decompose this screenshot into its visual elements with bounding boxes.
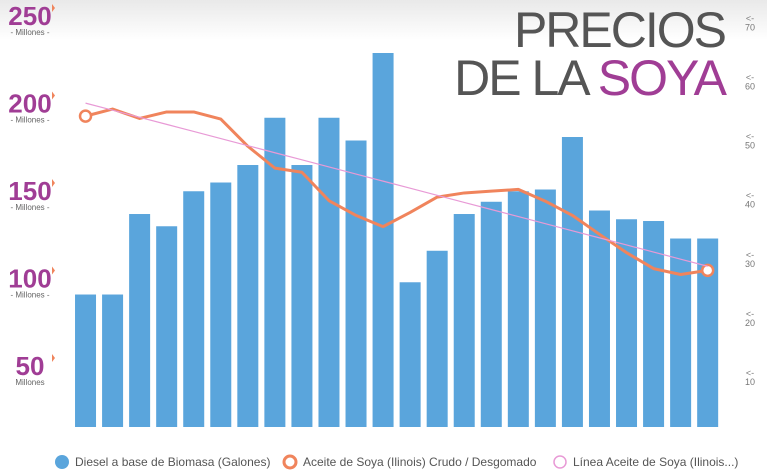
bar <box>291 165 313 428</box>
line-marker <box>78 109 93 123</box>
bar <box>102 294 124 427</box>
y2-tick-prefix: <- <box>746 368 754 378</box>
y2-tick-label: 40 <box>745 200 755 210</box>
y2-tick-prefix: <- <box>746 191 754 201</box>
tick-arrow <box>52 354 55 363</box>
tick-arrow <box>52 91 55 100</box>
bar <box>372 53 394 428</box>
bar <box>399 282 421 427</box>
legend-swatch <box>55 455 69 469</box>
y-tick-sublabel: - Millones - <box>10 291 49 300</box>
y2-tick-label: 50 <box>745 141 755 151</box>
y2-tick-label: 60 <box>745 82 755 92</box>
legend-label: Aceite de Soya (Ilinois) Crudo / Desgoma… <box>303 455 537 469</box>
tick-arrow <box>52 266 55 275</box>
y2-tick-prefix: <- <box>746 13 754 23</box>
y-tick-label: 50 <box>16 351 45 381</box>
y2-tick-prefix: <- <box>746 309 754 319</box>
y-tick-label: 100 <box>8 263 51 293</box>
chart-title: PRECIOS <box>514 2 726 58</box>
bar <box>210 182 232 427</box>
bar <box>75 294 97 427</box>
line-marker <box>700 263 715 278</box>
tick-arrow <box>52 4 55 12</box>
y2-tick-prefix: <- <box>746 73 754 83</box>
y-tick-label: 150 <box>8 176 51 206</box>
bar <box>156 226 178 427</box>
tick-arrow <box>52 179 55 188</box>
bar <box>318 117 340 427</box>
y2-tick-label: 20 <box>745 318 755 328</box>
chart-title-part: SOYA <box>598 50 728 106</box>
bar <box>264 117 286 427</box>
bar <box>670 238 692 427</box>
bar <box>480 201 502 427</box>
y2-tick-label: 30 <box>745 259 755 269</box>
bar <box>588 210 610 427</box>
line <box>85 102 708 267</box>
bar <box>183 191 205 427</box>
y-tick-label: 250 <box>8 1 51 31</box>
legend-swatch <box>553 455 567 469</box>
bar <box>129 214 151 427</box>
legend-label: Diesel a base de Biomasa (Galones) <box>75 455 270 469</box>
bar <box>453 214 475 427</box>
y2-tick-label: 70 <box>745 22 755 32</box>
chart-title-part: DE LA <box>454 50 591 106</box>
y2-tick-prefix: <- <box>746 132 754 142</box>
bar <box>697 238 719 427</box>
y-tick-sublabel: - Millones - <box>10 28 49 37</box>
y2-tick-prefix: <- <box>746 250 754 260</box>
legend-label: Línea Aceite de Soya (Ilinois...) <box>573 455 738 469</box>
line <box>85 107 708 277</box>
y2-tick-label: 10 <box>745 377 755 387</box>
bar <box>616 219 638 427</box>
y-tick-sublabel: - Millones - <box>10 116 49 125</box>
bar <box>534 189 556 427</box>
bar <box>561 137 583 428</box>
bar <box>345 140 367 427</box>
bar <box>507 191 529 427</box>
bar <box>643 221 665 427</box>
y-tick-sublabel: Millones <box>15 378 44 387</box>
legend-swatch <box>282 454 298 470</box>
chart-title: DE LA SOYA <box>454 50 728 106</box>
y-tick-sublabel: - Millones - <box>10 203 49 212</box>
y-tick-label: 200 <box>8 88 51 118</box>
bar <box>237 165 259 428</box>
bar <box>426 250 448 427</box>
